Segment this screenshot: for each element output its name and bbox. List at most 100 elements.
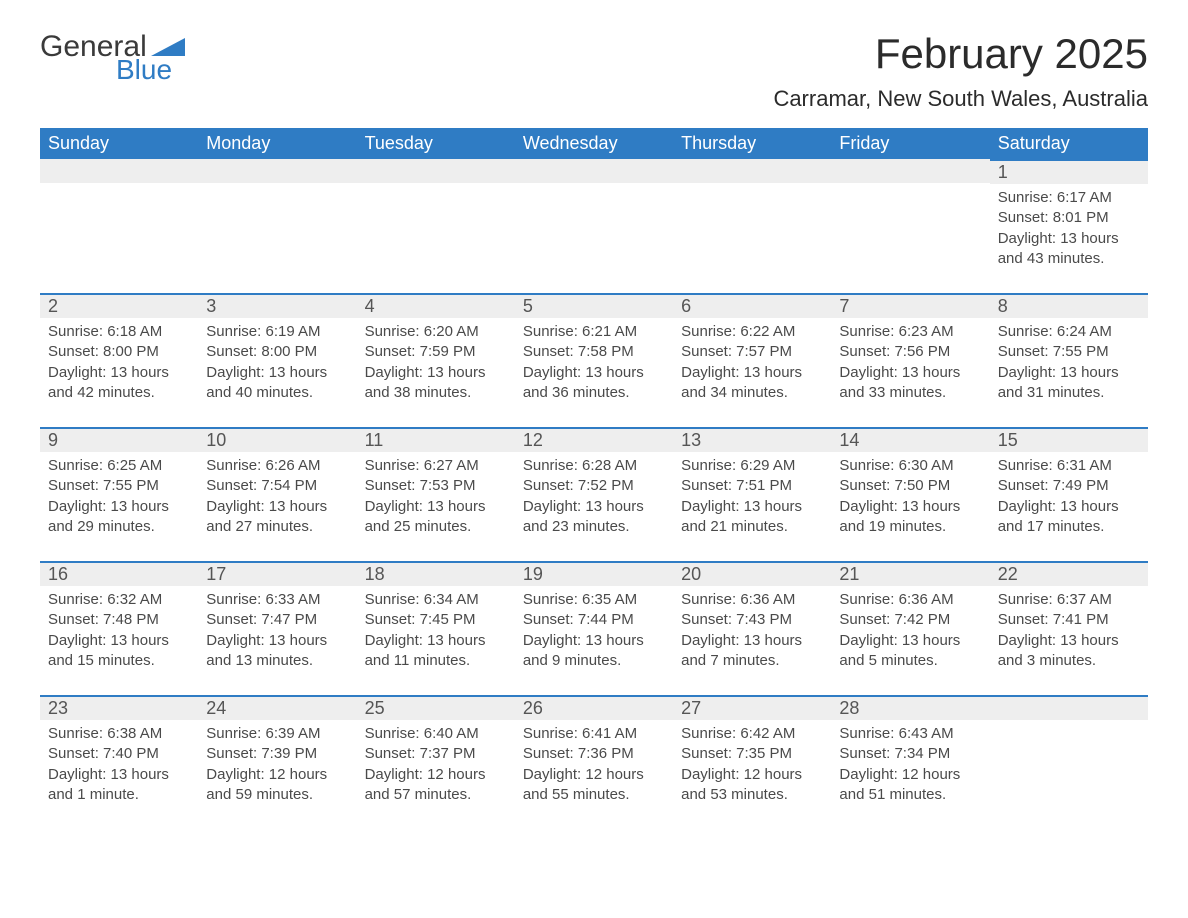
- calendar-cell: [673, 159, 831, 293]
- day-day2: and 21 minutes.: [681, 517, 823, 537]
- day-day2: and 13 minutes.: [206, 651, 348, 671]
- day-sunset: Sunset: 7:53 PM: [365, 476, 507, 496]
- day-day1: Daylight: 13 hours: [998, 631, 1140, 651]
- calendar-cell: [198, 159, 356, 293]
- day-day1: Daylight: 13 hours: [998, 497, 1140, 517]
- day-day1: Daylight: 13 hours: [206, 497, 348, 517]
- day-sunrise: Sunrise: 6:32 AM: [48, 590, 190, 610]
- day-sunset: Sunset: 7:55 PM: [48, 476, 190, 496]
- day-day1: Daylight: 13 hours: [839, 497, 981, 517]
- day-day1: Daylight: 13 hours: [839, 363, 981, 383]
- day-day2: and 59 minutes.: [206, 785, 348, 805]
- day-day1: Daylight: 13 hours: [681, 497, 823, 517]
- day-number: 19: [515, 561, 673, 586]
- empty-day-header: [831, 159, 989, 183]
- calendar-cell: 6 Sunrise: 6:22 AMSunset: 7:57 PMDaylight…: [673, 293, 831, 427]
- day-day2: and 27 minutes.: [206, 517, 348, 537]
- day-day2: and 36 minutes.: [523, 383, 665, 403]
- day-sunset: Sunset: 8:00 PM: [48, 342, 190, 362]
- day-day2: and 3 minutes.: [998, 651, 1140, 671]
- empty-day-header: [515, 159, 673, 183]
- calendar-cell: 22Sunrise: 6:37 AMSunset: 7:41 PMDayligh…: [990, 561, 1148, 695]
- day-sunrise: Sunrise: 6:38 AM: [48, 724, 190, 744]
- day-number: 18: [357, 561, 515, 586]
- day-sunset: Sunset: 7:34 PM: [839, 744, 981, 764]
- day-day1: Daylight: 13 hours: [998, 229, 1140, 249]
- day-info: Sunrise: 6:23 AMSunset: 7:56 PMDaylight:…: [839, 322, 981, 403]
- day-day1: Daylight: 13 hours: [365, 497, 507, 517]
- calendar-cell: [831, 159, 989, 293]
- day-sunset: Sunset: 7:35 PM: [681, 744, 823, 764]
- day-number: 6: [673, 293, 831, 318]
- day-sunset: Sunset: 7:49 PM: [998, 476, 1140, 496]
- day-number: 15: [990, 427, 1148, 452]
- day-day1: Daylight: 13 hours: [48, 363, 190, 383]
- day-sunrise: Sunrise: 6:33 AM: [206, 590, 348, 610]
- location-subtitle: Carramar, New South Wales, Australia: [773, 86, 1148, 112]
- day-day2: and 19 minutes.: [839, 517, 981, 537]
- calendar-cell: 26Sunrise: 6:41 AMSunset: 7:36 PMDayligh…: [515, 695, 673, 829]
- calendar-cell: 13Sunrise: 6:29 AMSunset: 7:51 PMDayligh…: [673, 427, 831, 561]
- day-number: 23: [40, 695, 198, 720]
- day-sunset: Sunset: 7:59 PM: [365, 342, 507, 362]
- day-number: 14: [831, 427, 989, 452]
- day-number: 24: [198, 695, 356, 720]
- day-info: Sunrise: 6:21 AMSunset: 7:58 PMDaylight:…: [523, 322, 665, 403]
- calendar-cell: 25Sunrise: 6:40 AMSunset: 7:37 PMDayligh…: [357, 695, 515, 829]
- day-number: 9: [40, 427, 198, 452]
- day-sunset: Sunset: 7:51 PM: [681, 476, 823, 496]
- calendar-cell: 1Sunrise: 6:17 AMSunset: 8:01 PMDaylight…: [990, 159, 1148, 293]
- day-number: 4: [357, 293, 515, 318]
- day-number: 25: [357, 695, 515, 720]
- day-day1: Daylight: 13 hours: [48, 765, 190, 785]
- day-info: Sunrise: 6:19 AMSunset: 8:00 PMDaylight:…: [206, 322, 348, 403]
- day-info: Sunrise: 6:26 AMSunset: 7:54 PMDaylight:…: [206, 456, 348, 537]
- calendar-cell: 3Sunrise: 6:19 AMSunset: 8:00 PMDaylight…: [198, 293, 356, 427]
- day-sunset: Sunset: 7:44 PM: [523, 610, 665, 630]
- day-day1: Daylight: 13 hours: [48, 631, 190, 651]
- day-sunset: Sunset: 8:00 PM: [206, 342, 348, 362]
- calendar-cell: 15 Sunrise: 6:31 AMSunset: 7:49 PMDayligh…: [990, 427, 1148, 561]
- day-day1: Daylight: 13 hours: [523, 631, 665, 651]
- month-title: February 2025: [773, 30, 1148, 78]
- calendar-cell: 14Sunrise: 6:30 AMSunset: 7:50 PMDayligh…: [831, 427, 989, 561]
- day-info: Sunrise: 6:17 AMSunset: 8:01 PMDaylight:…: [998, 188, 1140, 269]
- day-sunset: Sunset: 7:40 PM: [48, 744, 190, 764]
- calendar-week-row: 2Sunrise: 6:18 AMSunset: 8:00 PMDaylight…: [40, 293, 1148, 427]
- day-info: Sunrise: 6:32 AMSunset: 7:48 PMDaylight:…: [48, 590, 190, 671]
- calendar-table: SundayMondayTuesdayWednesdayThursdayFrid…: [40, 128, 1148, 829]
- calendar-cell: 24Sunrise: 6:39 AMSunset: 7:39 PMDayligh…: [198, 695, 356, 829]
- logo-text-blue: Blue: [116, 54, 172, 86]
- day-day1: Daylight: 13 hours: [681, 631, 823, 651]
- day-info: Sunrise: 6:22 AMSunset: 7:57 PMDaylight:…: [681, 322, 823, 403]
- day-day1: Daylight: 13 hours: [523, 363, 665, 383]
- day-day2: and 31 minutes.: [998, 383, 1140, 403]
- day-info: Sunrise: 6:24 AMSunset: 7:55 PMDaylight:…: [998, 322, 1140, 403]
- calendar-cell: 2Sunrise: 6:18 AMSunset: 8:00 PMDaylight…: [40, 293, 198, 427]
- day-number: 17: [198, 561, 356, 586]
- day-number: 20: [673, 561, 831, 586]
- day-sunrise: Sunrise: 6:30 AM: [839, 456, 981, 476]
- day-info: Sunrise: 6:28 AMSunset: 7:52 PMDaylight:…: [523, 456, 665, 537]
- calendar-week-row: 9Sunrise: 6:25 AMSunset: 7:55 PMDaylight…: [40, 427, 1148, 561]
- day-day1: Daylight: 13 hours: [998, 363, 1140, 383]
- calendar-cell: 7Sunrise: 6:23 AMSunset: 7:56 PMDaylight…: [831, 293, 989, 427]
- day-day2: and 42 minutes.: [48, 383, 190, 403]
- weekday-header: Friday: [831, 128, 989, 159]
- day-day2: and 25 minutes.: [365, 517, 507, 537]
- day-day1: Daylight: 12 hours: [839, 765, 981, 785]
- calendar-cell: 19Sunrise: 6:35 AMSunset: 7:44 PMDayligh…: [515, 561, 673, 695]
- day-day2: and 17 minutes.: [998, 517, 1140, 537]
- day-sunrise: Sunrise: 6:22 AM: [681, 322, 823, 342]
- day-number: 11: [357, 427, 515, 452]
- day-day1: Daylight: 13 hours: [365, 631, 507, 651]
- day-info: Sunrise: 6:27 AMSunset: 7:53 PMDaylight:…: [365, 456, 507, 537]
- day-sunset: Sunset: 7:52 PM: [523, 476, 665, 496]
- calendar-cell: 20 Sunrise: 6:36 AMSunset: 7:43 PMDayligh…: [673, 561, 831, 695]
- day-info: Sunrise: 6:36 AMSunset: 7:43 PMDaylight:…: [681, 590, 823, 671]
- day-day1: Daylight: 13 hours: [365, 363, 507, 383]
- empty-day-header: [40, 159, 198, 183]
- weekday-header: Saturday: [990, 128, 1148, 159]
- day-sunrise: Sunrise: 6:31 AM: [998, 456, 1140, 476]
- day-info: Sunrise: 6:43 AMSunset: 7:34 PMDaylight:…: [839, 724, 981, 805]
